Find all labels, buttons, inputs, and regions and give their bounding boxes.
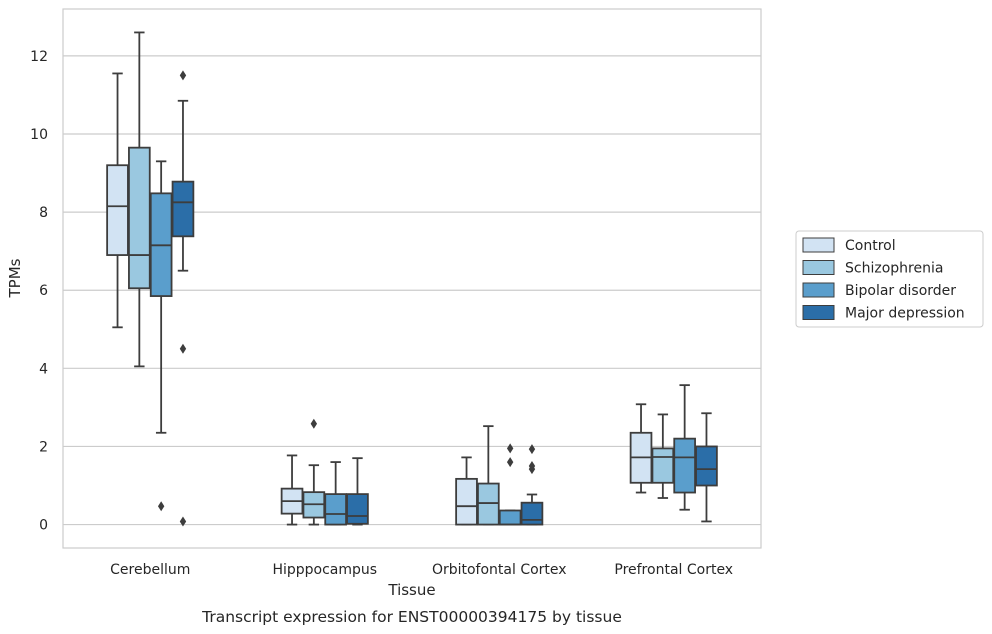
box-plot (520, 444, 544, 526)
box-plot (324, 461, 347, 526)
outlier-point (506, 457, 514, 468)
legend-swatch (802, 260, 835, 275)
box-series (106, 31, 718, 527)
y-tick-label: 10 (30, 127, 48, 143)
legend-frame (795, 230, 984, 328)
x-axis-label: Tissue (387, 581, 435, 599)
box-iqr (651, 447, 675, 484)
box-iqr (106, 164, 129, 256)
x-tick-label: Orbitofontal Cortex (432, 562, 567, 578)
y-tick-label: 12 (30, 49, 48, 65)
box-plot (149, 160, 173, 512)
plot-frame (62, 8, 762, 549)
legend-swatch (802, 237, 835, 253)
box-iqr (477, 482, 500, 526)
x-tick-label: Prefrontal Cortex (614, 562, 733, 578)
x-tick-label: Hipppocampus (272, 562, 377, 578)
box-plot (346, 457, 369, 526)
y-tick-label: 2 (39, 439, 48, 455)
outlier-point (179, 516, 187, 527)
legend-label: Major depression (845, 306, 965, 322)
box-iqr (455, 477, 478, 526)
y-tick-label: 8 (39, 205, 48, 221)
box-plot (477, 425, 500, 526)
outlier-point (528, 444, 536, 455)
box-plot (455, 456, 478, 526)
outlier-point (528, 460, 536, 471)
legend-label: Control (845, 238, 896, 254)
box-iqr (695, 445, 718, 487)
legend-entries: Control Schizophrenia Bipolar disorder Majo… (802, 237, 965, 322)
legend-label: Schizophrenia (845, 261, 943, 277)
box-iqr (128, 146, 151, 290)
y-tick-label: 0 (39, 518, 48, 534)
legend-label: Bipolar disorder (845, 283, 956, 299)
y-tick-label: 4 (39, 361, 48, 377)
outlier-point (157, 501, 165, 512)
box-plot (651, 413, 675, 499)
box-plot (673, 384, 696, 511)
box-iqr (171, 180, 195, 238)
box-plot (302, 418, 326, 526)
box-plot (498, 443, 522, 526)
legend: Control Schizophrenia Bipolar disorder Majo… (795, 230, 984, 328)
y-axis-label: TPMs (6, 258, 24, 298)
y-tick-label: 6 (39, 283, 48, 299)
box-plot (629, 403, 653, 494)
chart-caption: Transcript expression for ENST0000039417… (201, 608, 622, 626)
x-axis-ticks: Cerebellum Hipppocampus Orbitofontal Corte… (110, 562, 733, 578)
box-iqr (346, 493, 369, 525)
box-iqr (324, 493, 347, 526)
box-plot (171, 70, 195, 527)
box-plot (106, 72, 129, 329)
box-plot (280, 454, 304, 526)
box-plot (128, 31, 151, 368)
series-schizophrenia (128, 31, 675, 526)
series-major-depression (171, 70, 718, 527)
box-iqr (673, 437, 696, 494)
series-control (106, 72, 653, 526)
outlier-point (310, 418, 318, 429)
outlier-point (179, 70, 187, 81)
outlier-point (506, 443, 514, 454)
box-plot (695, 412, 718, 523)
outlier-point (179, 343, 187, 354)
legend-swatch (802, 305, 835, 320)
series-bipolar-disorder (149, 160, 696, 526)
y-axis-ticks: 0 2 4 6 8 10 12 (30, 49, 48, 534)
x-tick-label: Cerebellum (110, 562, 190, 578)
box-iqr (520, 501, 544, 526)
box-iqr (498, 509, 522, 526)
legend-swatch (802, 282, 835, 298)
